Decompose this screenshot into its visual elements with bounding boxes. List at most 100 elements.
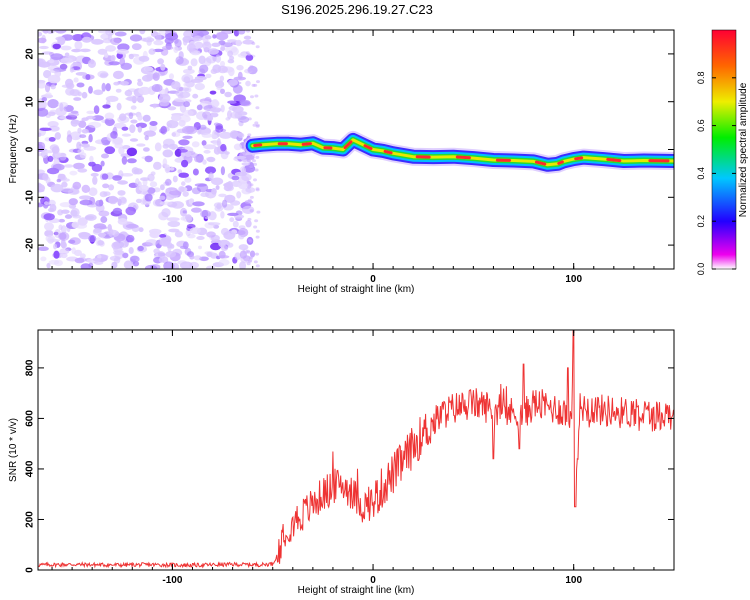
spectrogram-noise-cell xyxy=(169,190,182,196)
spectrogram-noise-cell xyxy=(220,88,225,95)
spectrogram-noise-cell xyxy=(89,155,94,163)
spectrogram-noise-cell xyxy=(43,213,55,221)
spectrogram-noise-cell xyxy=(44,201,49,206)
spectrogram-noise-cell xyxy=(93,260,104,265)
spectrogram-noise-cell xyxy=(71,247,76,255)
spectrogram-noise-cell xyxy=(79,48,91,53)
spectrogram-noise-cell xyxy=(158,257,165,263)
snr-ytick-label: 400 xyxy=(25,460,36,477)
spectrogram-noise-cell xyxy=(81,91,88,99)
spectrogram-noise-cell xyxy=(99,254,109,259)
spectrogram-noise-cell xyxy=(236,64,244,71)
spectrogram-noise-cell xyxy=(64,52,70,57)
spectrogram-noise-cell xyxy=(47,99,59,109)
spectrogram-noise-cell xyxy=(74,257,85,264)
spectrogram-noise-cell xyxy=(175,56,184,65)
spectrogram-x-label: Height of straight line (km) xyxy=(298,284,415,295)
spectrogram-noise-cell xyxy=(108,228,114,237)
spectrogram-noise-cell xyxy=(161,45,174,51)
spectrogram-noise-cell xyxy=(239,99,251,106)
spectrogram-noise-cell xyxy=(219,131,233,139)
spectrogram-noise-cell xyxy=(166,217,180,222)
spectrogram-noise-cell xyxy=(254,168,259,172)
spectrogram-noise-cell xyxy=(105,95,119,102)
spectrogram-noise-cell xyxy=(168,143,178,150)
spectrogram-ridge-peak xyxy=(574,156,584,161)
spectrogram-noise-cell xyxy=(178,186,185,193)
spectrogram-noise-cell xyxy=(252,123,257,127)
spectrogram-noise-cell xyxy=(179,261,193,269)
spectrogram-noise-cell xyxy=(50,183,64,193)
snr-ytick-label: 0 xyxy=(25,567,36,573)
spectrogram-noise-cell xyxy=(138,184,149,192)
spectrogram-noise-cell xyxy=(232,84,243,94)
spectrogram-noise-cell xyxy=(198,55,206,65)
spectrogram-noise-cell xyxy=(227,212,239,216)
spectrogram-noise-cell xyxy=(77,168,88,173)
spectrogram-noise-cell xyxy=(253,225,258,229)
spectrogram-noise-cell xyxy=(250,95,254,99)
spectrogram-noise-cell xyxy=(72,181,82,190)
spectrogram-noise-cell xyxy=(227,39,238,43)
snr-y-label: SNR (10 * v/v) xyxy=(8,418,19,482)
spectrogram-noise-cell xyxy=(123,260,134,269)
spectrogram-noise-cell xyxy=(108,184,115,191)
spectrogram-noise-cell xyxy=(45,92,52,98)
spectrogram-noise-cell xyxy=(227,110,232,120)
spectrogram-noise-cell xyxy=(253,260,258,264)
spectrogram-noise-cell xyxy=(75,72,88,76)
spectrogram-noise-cell xyxy=(128,247,134,254)
spectrogram-noise-cell xyxy=(166,241,173,249)
spectrogram-noise-cell xyxy=(71,221,80,228)
spectrogram-noise-cell xyxy=(215,31,229,41)
spectrogram-noise-cell xyxy=(196,104,203,111)
spectrogram-ridge-peak xyxy=(301,142,312,146)
spectrogram-noise-cell xyxy=(223,230,236,240)
spectrogram-noise-cell xyxy=(198,245,202,250)
spectrogram-noise-cell xyxy=(211,99,220,108)
spectrogram-noise-cell xyxy=(192,93,199,99)
spectrogram-noise-cell xyxy=(231,175,240,181)
spectrogram-noise-cell xyxy=(65,87,75,96)
spectrogram-noise-cell xyxy=(218,259,230,266)
spectrogram-noise-cell xyxy=(129,255,140,263)
spectrogram-ridge-peak xyxy=(343,140,353,150)
spectrogram-noise-cell xyxy=(124,89,133,97)
spectrogram-noise-cell xyxy=(68,188,80,195)
spectrogram-noise-cell xyxy=(211,188,217,195)
spectrogram-noise-cell xyxy=(254,121,259,125)
spectrogram-noise-cell xyxy=(111,241,121,250)
spectrogram-noise-cell xyxy=(192,35,203,42)
spectrogram-noise-cell xyxy=(256,80,260,84)
spectrogram-noise-cell xyxy=(247,217,252,221)
spectrogram-noise-cell xyxy=(201,140,207,146)
spectrogram-noise-cell xyxy=(203,149,211,154)
spectrogram-noise-cell xyxy=(208,222,221,226)
spectrogram-noise-cell xyxy=(206,251,213,258)
spectrogram-noise-cell xyxy=(128,112,134,120)
spectrogram-noise-cell xyxy=(102,183,110,189)
spectrogram-noise-cell xyxy=(47,167,60,175)
snr-xtick-label: 0 xyxy=(370,575,376,586)
spectrogram-noise-cell xyxy=(39,127,52,131)
spectrogram-noise-cell xyxy=(206,231,216,238)
spectrogram-noise-cell xyxy=(41,97,48,102)
spectrogram-ytick-label: -10 xyxy=(25,190,36,205)
spectrogram-noise-cell xyxy=(112,250,125,256)
spectrogram-noise-cell xyxy=(178,172,189,178)
spectrogram-noise-cell xyxy=(57,209,64,216)
spectrogram-noise-cell xyxy=(116,102,122,111)
colorbar-label: Normalized spectral amplitude xyxy=(738,82,749,217)
spectrogram-noise-cell xyxy=(99,191,108,198)
spectrogram-noise-cell xyxy=(108,61,121,66)
spectrogram-noise-cell xyxy=(180,207,188,217)
spectrogram-noise-cell xyxy=(220,60,225,68)
spectrogram-noise-cell xyxy=(159,234,167,238)
spectrogram-ytick-label: 0 xyxy=(25,146,36,152)
spectrogram-noise-cell xyxy=(111,261,118,269)
spectrogram-noise-cell xyxy=(210,107,222,113)
spectrogram-noise-cell xyxy=(182,241,189,250)
spectrogram-noise-cell xyxy=(167,220,181,228)
spectrogram-noise-cell xyxy=(72,61,78,67)
spectrogram-noise-cell xyxy=(72,214,82,219)
